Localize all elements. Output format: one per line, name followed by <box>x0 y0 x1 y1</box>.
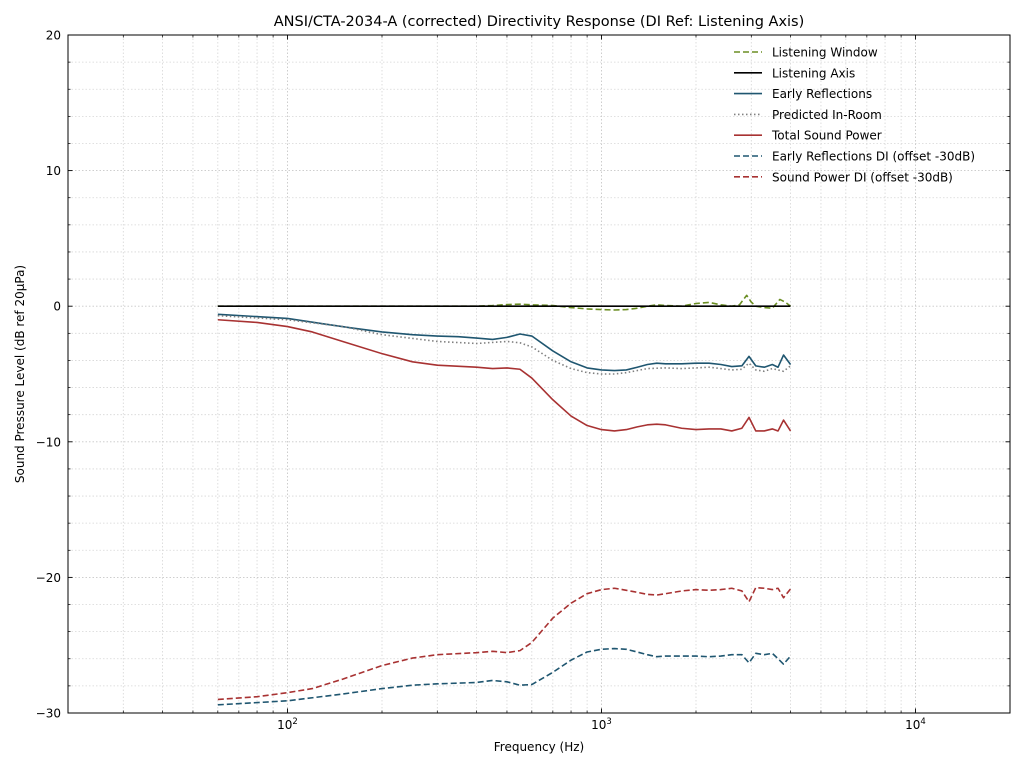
major-grid <box>68 35 1010 713</box>
minor-grid <box>67 35 1011 713</box>
series-line-7 <box>217 586 792 701</box>
legend-label-6: Early Reflections DI (offset -30dB) <box>772 150 975 164</box>
series-line-1 <box>217 294 792 311</box>
chart-title: ANSI/CTA-2034-A (corrected) Directivity … <box>274 14 805 30</box>
legend-label-4: Predicted In-Room <box>772 108 882 122</box>
y-tick-label: −10 <box>36 435 61 449</box>
series-line-6 <box>217 647 792 706</box>
series-line-3 <box>217 313 792 372</box>
legend-label-1: Listening Window <box>772 46 878 60</box>
plot-frame <box>67 34 1011 714</box>
x-tick-label: 104 <box>905 717 926 732</box>
y-tick-label: −30 <box>36 707 61 721</box>
series-line-5 <box>217 318 792 432</box>
y-tick-label: 10 <box>46 164 61 178</box>
series-layer <box>217 294 792 706</box>
legend-label-3: Early Reflections <box>772 87 872 101</box>
y-tick-label: 20 <box>46 29 61 43</box>
x-tick-label: 103 <box>591 717 612 732</box>
y-axis-label: Sound Pressure Level (dB ref 20µPa) <box>13 265 27 483</box>
legend-label-7: Sound Power DI (offset -30dB) <box>772 170 953 184</box>
y-tick-label: −20 <box>36 571 61 585</box>
axis-ticks: 102 103 104 −30 −20 −10 0 10 20 <box>36 29 1011 732</box>
legend-label-2: Listening Axis <box>772 66 855 80</box>
legend-label-5: Total Sound Power <box>771 129 882 143</box>
y-tick-label: 0 <box>53 300 61 314</box>
x-axis-label: Frequency (Hz) <box>494 740 585 754</box>
legend: Listening Window Listening Axis Early Refl… <box>734 46 975 184</box>
x-tick-label: 102 <box>277 717 298 732</box>
